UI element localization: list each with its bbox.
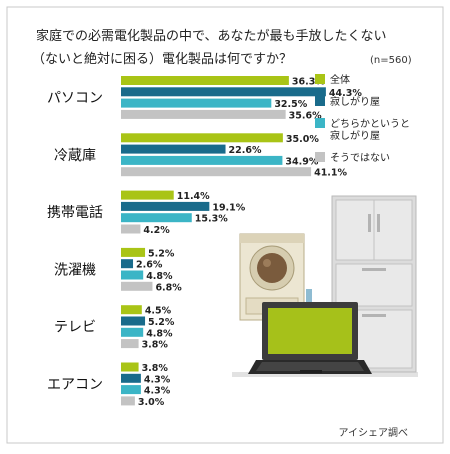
bar-value-label: 4.3%	[144, 386, 171, 397]
bar	[121, 109, 286, 119]
bar-value-label: 3.8%	[142, 363, 169, 374]
bar-value-label: 4.3%	[144, 374, 171, 385]
bar-value-label: 3.8%	[142, 340, 169, 351]
legend-label: 寂しがり屋	[330, 129, 380, 142]
bar	[121, 305, 142, 315]
bar-value-label: 5.2%	[148, 317, 175, 328]
bar	[121, 339, 139, 349]
category-label: パソコン	[47, 90, 103, 106]
bar	[121, 396, 135, 406]
bar-value-label: 6.8%	[155, 282, 182, 293]
category-label: テレビ	[54, 320, 96, 336]
legend-swatch	[315, 74, 325, 84]
bar	[121, 327, 144, 337]
bar-value-label: 3.0%	[138, 397, 165, 408]
legend-label: 全体	[330, 73, 350, 86]
bar	[121, 144, 226, 154]
bar	[121, 87, 326, 97]
bar-value-label: 22.6%	[229, 145, 262, 156]
bar	[121, 224, 141, 234]
bar-value-label: 2.6%	[136, 260, 163, 271]
bar-value-label: 35.0%	[286, 134, 319, 145]
bar	[121, 133, 283, 143]
appliance-illustration	[232, 195, 418, 377]
bar	[121, 213, 192, 223]
source-credit: アイシェア調べ	[339, 426, 409, 439]
bar-value-label: 11.4%	[177, 191, 210, 202]
bar	[121, 155, 283, 165]
chart-title-line1: 家庭での必需電化製品の中で、あなたが最も手放したくない	[36, 28, 386, 44]
chart-title-line2: （ないと絶対に困る）電化製品は何ですか？	[32, 51, 292, 67]
category-label: エアコン	[47, 377, 103, 393]
sample-size-label: (n=560)	[370, 55, 412, 66]
laptop-icon	[248, 289, 372, 374]
bars-layer: パソコン 36.3% 44.3% 32.5%35.6% 冷蔵庫 35.0% 22.6% 34.…	[47, 76, 362, 408]
bar-value-label: 4.8%	[146, 271, 173, 282]
bar-value-label: 44.3%	[329, 88, 362, 99]
bar	[121, 76, 289, 85]
legend-label: 寂しがり屋	[330, 95, 380, 108]
bar-value-label: 4.8%	[146, 328, 173, 339]
legend-swatch	[315, 96, 325, 106]
bar	[121, 362, 139, 372]
bar	[121, 167, 312, 177]
bar	[121, 201, 210, 211]
legend-swatch	[315, 152, 325, 162]
bar-value-label: 34.9%	[285, 156, 318, 167]
bar	[121, 190, 174, 200]
bar	[121, 259, 134, 269]
bar-value-label: 41.1%	[314, 168, 347, 179]
bar-value-label: 32.5%	[274, 99, 307, 110]
bar	[121, 316, 146, 326]
bar-value-label: 4.5%	[145, 306, 172, 317]
bar-value-label: 36.3%	[292, 77, 325, 88]
bar	[121, 98, 272, 108]
bar-value-label: 4.2%	[143, 225, 170, 236]
bar	[121, 281, 153, 291]
bar	[121, 247, 146, 257]
category-label: 洗濯機	[54, 262, 96, 278]
bar	[121, 385, 141, 395]
legend-label: そうではない	[330, 152, 390, 164]
category-label: 冷蔵庫	[54, 147, 96, 164]
legend-swatch	[315, 118, 325, 128]
legend-label: どちらかというと	[330, 118, 410, 130]
bar-value-label: 5.2%	[148, 248, 175, 259]
bar-value-label: 15.3%	[195, 214, 228, 225]
category-label: 携帯電話	[47, 204, 103, 221]
bar-value-label: 35.6%	[289, 110, 322, 121]
floor-shape	[232, 372, 418, 377]
bar	[121, 270, 144, 280]
bar	[121, 373, 141, 383]
bar-value-label: 19.1%	[212, 202, 245, 213]
